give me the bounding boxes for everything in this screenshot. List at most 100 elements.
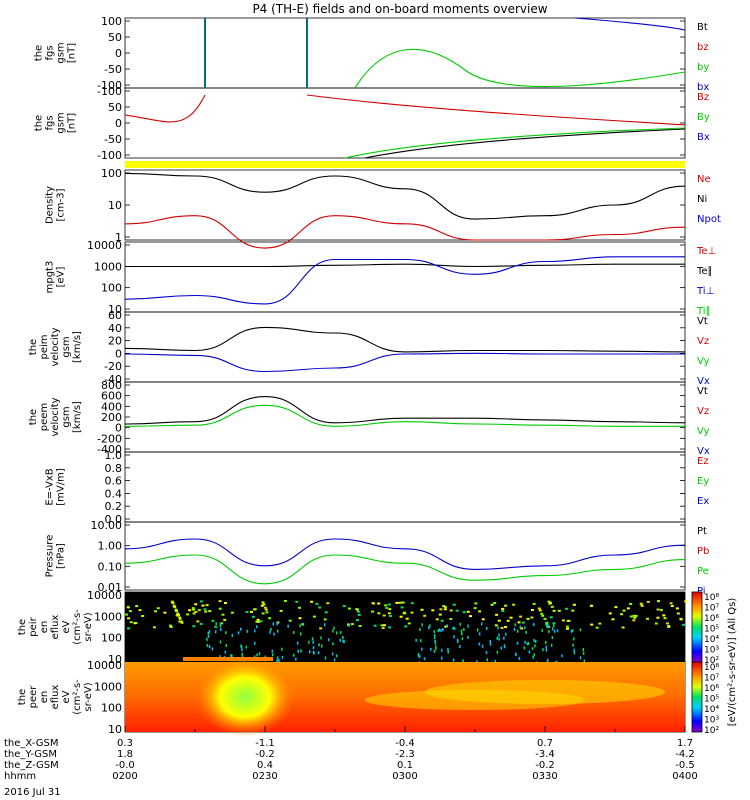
peir-pixel: [288, 619, 292, 622]
peir-pixel: [656, 616, 660, 619]
peir-pixel: [443, 606, 447, 608]
peir-pixel: [219, 655, 221, 659]
peir-pixel: [336, 631, 338, 635]
y-axis-label: the: [28, 409, 39, 425]
y-axis-label: the: [34, 115, 45, 131]
peir-pixel: [500, 626, 504, 629]
peir-pixel: [632, 619, 636, 622]
peir-pixel: [514, 623, 517, 627]
x-tick-label: -0.0: [115, 760, 135, 771]
peir-pixel: [194, 610, 198, 613]
peir-pixel: [452, 603, 456, 606]
y-tick-label: 40: [108, 322, 122, 335]
x-tick-label: 1.8: [117, 749, 133, 760]
peir-pixel: [663, 617, 667, 620]
peir-pixel: [497, 619, 501, 622]
peir-pixel: [309, 650, 311, 654]
peir-pixel: [528, 650, 531, 654]
colorbar-peir: [691, 591, 703, 663]
peir-pixel: [404, 625, 408, 628]
y-axis-label: (cm²-s-: [72, 679, 83, 715]
peir-pixel: [495, 613, 499, 616]
peir-pixel: [199, 622, 203, 625]
peir-pixel: [204, 610, 208, 613]
peir-pixel: [382, 624, 386, 627]
peem-velocity-series-Vy: [124, 404, 685, 427]
peir-pixel: [261, 612, 265, 615]
peir-pixel: [446, 624, 448, 628]
peir-pixel: [317, 651, 320, 655]
y-tick-label: 0.0: [105, 513, 123, 526]
density-series-Ne: [124, 215, 686, 249]
peir-pixel: [570, 629, 573, 633]
peir-pixel: [263, 606, 267, 609]
peir-pixel: [417, 653, 420, 657]
peir-pixel: [566, 627, 569, 630]
peir-pixel: [381, 627, 385, 630]
peir-pixel: [550, 605, 554, 608]
peir-pixel: [400, 606, 404, 609]
peir-pixel: [676, 612, 680, 615]
peir-pixel: [323, 618, 327, 621]
peir-pixel: [335, 654, 338, 658]
peir-pixel: [494, 624, 498, 627]
peir-pixel: [545, 641, 547, 644]
peir-pixel: [542, 648, 544, 652]
peir-pixel: [180, 621, 184, 624]
colorbar-tick: 10³: [704, 646, 719, 656]
density-series-Ni: [124, 172, 686, 220]
peir-pixel: [135, 605, 139, 608]
peir-pixel: [433, 649, 436, 653]
peir-pixel: [293, 653, 295, 657]
peir-pixel: [320, 636, 322, 640]
peir-pixel: [486, 658, 488, 662]
legend-entry: Pb: [697, 546, 709, 557]
y-tick-label: 1.0: [105, 449, 123, 462]
peir-pixel: [447, 648, 449, 651]
peir-pixel: [665, 622, 669, 625]
y-tick-label: 0: [115, 347, 122, 360]
peir-pixel: [215, 630, 217, 634]
peir-pixel: [551, 636, 554, 640]
peir-pixel: [387, 612, 391, 615]
peir-pixel: [501, 607, 505, 610]
peir-pixel: [127, 627, 131, 630]
y-tick-label: -50: [104, 63, 122, 76]
peir-pixel: [388, 608, 392, 611]
legend-entry: Bx: [697, 132, 710, 143]
panel-frame-fgs-gsm: [124, 17, 686, 89]
peir-pixel: [175, 609, 178, 612]
peir-pixel: [387, 603, 391, 606]
y-axis-label: en: [39, 621, 50, 634]
peir-pixel: [258, 652, 261, 656]
legend-entry: Ex: [697, 496, 709, 507]
peir-pixel: [598, 622, 602, 625]
peir-pixel: [318, 643, 320, 647]
peir-pixel: [311, 637, 314, 641]
peir-pixel: [215, 622, 217, 626]
x-tick-label: -0.5: [675, 760, 695, 771]
peir-pixel: [308, 640, 310, 644]
peir-pixel: [276, 656, 279, 660]
peir-pixel: [535, 639, 537, 643]
y-axis-label: fgs: [45, 45, 56, 60]
peir-pixel: [178, 616, 182, 619]
peir-pixel: [377, 602, 381, 605]
legend-entry: Vz: [697, 406, 709, 417]
peir-pixel: [533, 623, 535, 627]
peir-pixel: [319, 627, 323, 630]
panel-frame-temperature: [124, 241, 686, 313]
peir-pixel: [632, 614, 636, 617]
fgs2-by-curve: [344, 127, 686, 159]
peir-pixel: [395, 601, 399, 604]
colorbar-tick: 10⁷: [704, 604, 719, 614]
peir-pixel: [547, 624, 550, 628]
legend-entry: bx: [697, 82, 709, 93]
y-axis-label: velocity: [50, 397, 61, 436]
peir-pixel: [421, 623, 423, 627]
peir-pixel: [398, 601, 402, 604]
peir-pixel: [174, 608, 178, 611]
y-tick-label: -100: [97, 79, 122, 92]
peir-pixel: [245, 645, 248, 649]
peir-pixel: [279, 609, 283, 612]
